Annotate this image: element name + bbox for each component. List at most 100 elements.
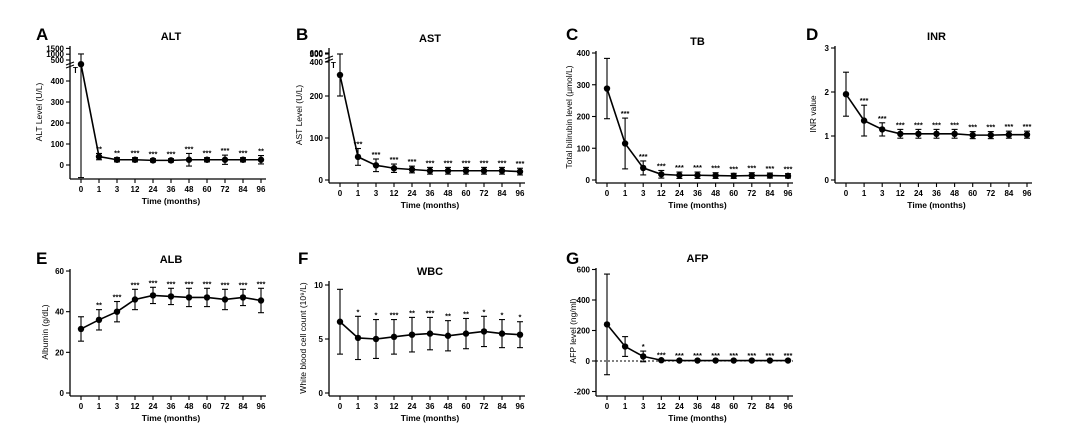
significance-marker: * xyxy=(357,307,360,316)
x-tick-label: 48 xyxy=(711,189,720,198)
x-tick-label: 0 xyxy=(338,402,343,411)
data-point xyxy=(239,294,247,301)
significance-marker: *** xyxy=(729,164,738,173)
data-point xyxy=(516,331,524,338)
data-point xyxy=(336,318,344,325)
data-point xyxy=(372,335,380,343)
x-tick-label: 36 xyxy=(693,402,702,411)
x-tick-label: 3 xyxy=(880,189,885,198)
x-tick-label: 96 xyxy=(1023,189,1032,198)
significance-marker: *** xyxy=(149,278,158,287)
y-axis-label: INR value xyxy=(808,95,818,133)
x-tick-label: 12 xyxy=(657,402,666,411)
panel-title: ALT xyxy=(161,31,182,43)
data-point xyxy=(221,156,229,163)
x-tick-label: 96 xyxy=(516,189,525,198)
x-tick-label: 3 xyxy=(374,189,379,198)
significance-marker: ** xyxy=(96,144,102,153)
significance-marker: *** xyxy=(426,308,435,317)
x-tick-label: 12 xyxy=(390,189,399,198)
x-tick-label: 0 xyxy=(605,402,610,411)
y-tick-label: 20 xyxy=(55,348,64,357)
x-tick-label: 48 xyxy=(185,402,194,411)
significance-marker: *** xyxy=(203,279,212,288)
data-point xyxy=(498,167,506,174)
data-point xyxy=(951,130,958,137)
data-point xyxy=(879,126,886,133)
axis-break-mark xyxy=(324,55,334,60)
significance-marker: *** xyxy=(896,120,905,129)
data-point xyxy=(408,331,416,338)
x-tick-label: 72 xyxy=(480,402,489,411)
x-tick-label: 3 xyxy=(115,185,120,194)
data-point xyxy=(167,293,175,300)
panel-tb: C TB 0 100 200 300 400 0 1 3 12 24 36 48 60 72 84 96 Time … xyxy=(564,25,793,210)
significance-marker: *** xyxy=(621,109,630,118)
y-tick-label: 400 xyxy=(577,49,591,58)
x-tick-label: 60 xyxy=(203,185,212,194)
x-tick-label: 84 xyxy=(1004,189,1013,198)
data-point xyxy=(354,334,362,342)
x-tick-label: 24 xyxy=(914,189,923,198)
x-tick-label: 60 xyxy=(203,402,212,411)
panel-letter: B xyxy=(296,25,308,44)
x-tick-label: 0 xyxy=(79,185,84,194)
y-axis-label: ALT Level (U/L) xyxy=(34,82,44,141)
y-tick-label: 0 xyxy=(586,176,591,185)
data-point xyxy=(730,172,737,180)
x-axis-label: Time (months) xyxy=(668,413,727,423)
data-point xyxy=(603,321,611,328)
x-tick-label: 12 xyxy=(657,189,666,198)
x-tick-label: 24 xyxy=(408,189,417,198)
significance-marker: *** xyxy=(444,158,453,167)
significance-marker: *** xyxy=(390,155,399,164)
x-tick-label: 96 xyxy=(257,185,266,194)
data-point xyxy=(354,153,362,161)
x-tick-label: 96 xyxy=(784,402,793,411)
significance-marker: *** xyxy=(408,157,417,166)
data-point xyxy=(77,60,85,68)
significance-marker: ** xyxy=(114,149,120,158)
data-point xyxy=(426,167,434,174)
data-point xyxy=(113,156,121,163)
data-point xyxy=(462,330,470,337)
significance-marker: *** xyxy=(729,351,738,360)
x-tick-label: 1 xyxy=(356,402,361,411)
x-tick-label: 0 xyxy=(605,189,610,198)
significance-marker: *** xyxy=(113,293,122,302)
panel-title: AFP xyxy=(687,253,709,265)
panel-title: ALB xyxy=(160,254,183,266)
data-point xyxy=(480,328,488,335)
y-tick-label: 600 xyxy=(310,49,324,58)
significance-marker: *** xyxy=(149,150,158,159)
data-point xyxy=(603,85,611,92)
data-point xyxy=(694,172,701,179)
data-point xyxy=(676,357,683,364)
significance-marker: *** xyxy=(131,280,140,289)
y-tick-label: 2 xyxy=(825,88,830,97)
y-tick-label: 400 xyxy=(310,58,324,67)
data-point xyxy=(676,172,683,179)
x-tick-label: 72 xyxy=(747,189,756,198)
y-tick-label: 400 xyxy=(51,77,65,86)
y-tick-label: 40 xyxy=(55,308,64,317)
data-point xyxy=(257,297,265,304)
significance-marker: *** xyxy=(657,161,666,170)
data-point xyxy=(203,156,211,163)
x-tick-label: 3 xyxy=(641,189,646,198)
x-tick-label: 0 xyxy=(338,189,343,198)
y-axis-label: AST Level (U/L) xyxy=(294,85,304,145)
significance-marker: *** xyxy=(1023,122,1032,131)
y-tick-label: 100 xyxy=(577,144,591,153)
significance-marker: *** xyxy=(390,311,399,320)
data-point xyxy=(149,157,157,164)
data-point xyxy=(131,296,139,303)
y-tick-label: 0 xyxy=(586,357,591,366)
x-axis-label: Time (months) xyxy=(907,200,966,210)
data-point xyxy=(336,71,344,79)
data-point xyxy=(748,357,755,364)
x-tick-label: 36 xyxy=(426,189,435,198)
x-tick-label: 3 xyxy=(641,402,646,411)
y-tick-label: 500 xyxy=(51,56,65,65)
x-tick-label: 72 xyxy=(747,402,756,411)
